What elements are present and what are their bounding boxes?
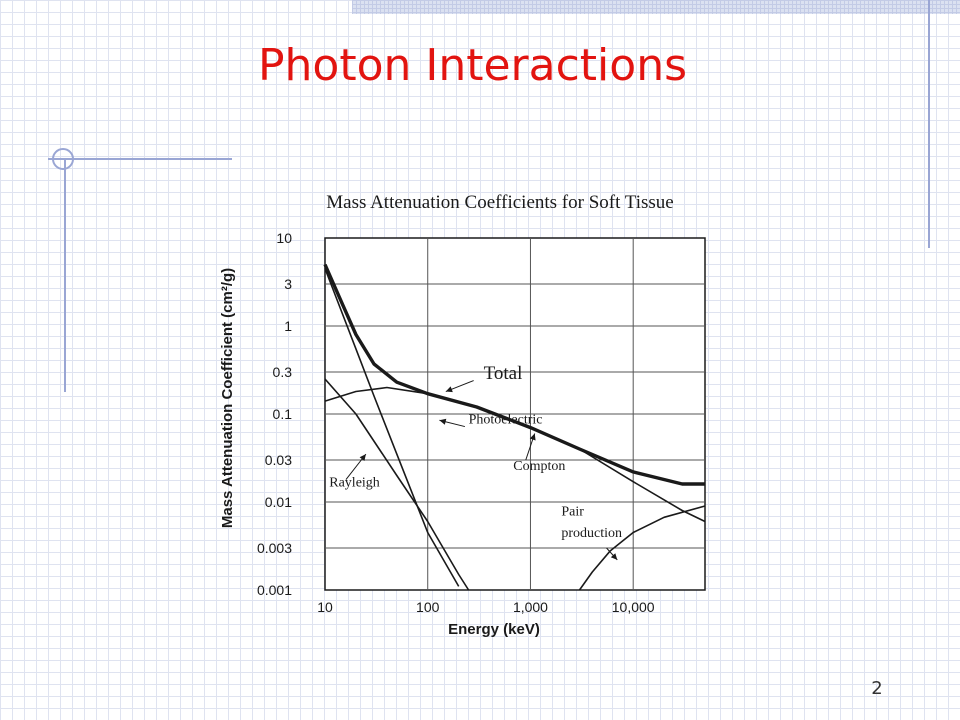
top-decorative-band	[352, 0, 960, 14]
series-pair-production	[578, 505, 706, 591]
annotation-label: Photoelectric	[469, 412, 543, 427]
y-tick-label: 0.001	[257, 582, 292, 598]
annotation-label: Rayleigh	[329, 476, 380, 491]
y-tick-label: 0.3	[273, 364, 293, 380]
y-tick-label: 0.03	[265, 452, 292, 468]
y-tick-label: 3	[284, 276, 292, 292]
annotation-label: Total	[484, 363, 523, 384]
y-tick-label: 1	[284, 318, 292, 334]
slide-title: Photon Interactions	[257, 40, 688, 91]
annotation-label: production	[561, 526, 622, 541]
y-tick-label: 0.01	[265, 494, 292, 510]
annotation-label: Pair	[561, 505, 584, 520]
annotation-label: Compton	[513, 459, 565, 474]
left-horizontal-rule	[48, 158, 232, 160]
y-tick-label: 0.1	[273, 406, 293, 422]
y-tick-label: 0.003	[257, 540, 292, 556]
series-photoelectric	[324, 268, 460, 587]
series-lines	[323, 263, 706, 591]
annotations: Total Photoelectric Compton Rayleigh Pair pro…	[329, 363, 622, 561]
bullet-ring-icon	[52, 148, 74, 170]
x-tick-label: 100	[416, 599, 440, 615]
x-tick-label: 1,000	[513, 599, 548, 615]
right-decorative-rule	[928, 0, 930, 248]
x-axis-label: Energy (keV)	[448, 621, 540, 638]
chart-figure: Mass Attenuation Coefficients for Soft T…	[208, 178, 724, 642]
x-tick-label: 10	[317, 599, 333, 615]
annotation-arrowhead	[359, 454, 366, 461]
series-rayleigh	[324, 378, 470, 591]
annotation-arrowhead	[439, 418, 447, 425]
grid	[324, 237, 706, 591]
chart-title: Mass Attenuation Coefficients for Soft T…	[326, 192, 673, 213]
page-number: 2	[871, 678, 883, 699]
annotation-arrowhead	[610, 553, 618, 560]
left-vertical-rule	[64, 160, 66, 392]
attenuation-chart: Mass Attenuation Coefficients for Soft T…	[219, 192, 706, 638]
annotation-arrowhead	[445, 386, 453, 393]
y-axis-label: Mass Attenuation Coefficient (cm²/g)	[219, 268, 236, 528]
series-compton	[324, 386, 706, 523]
annotation-arrowhead	[529, 433, 536, 441]
y-tick-label: 10	[276, 230, 292, 246]
tick-labels: 10 100 1,000 10,000 10 3 1 0.3 0.1 0.03 0.01 0.003 0…	[257, 230, 655, 615]
x-tick-label: 10,000	[612, 599, 655, 615]
